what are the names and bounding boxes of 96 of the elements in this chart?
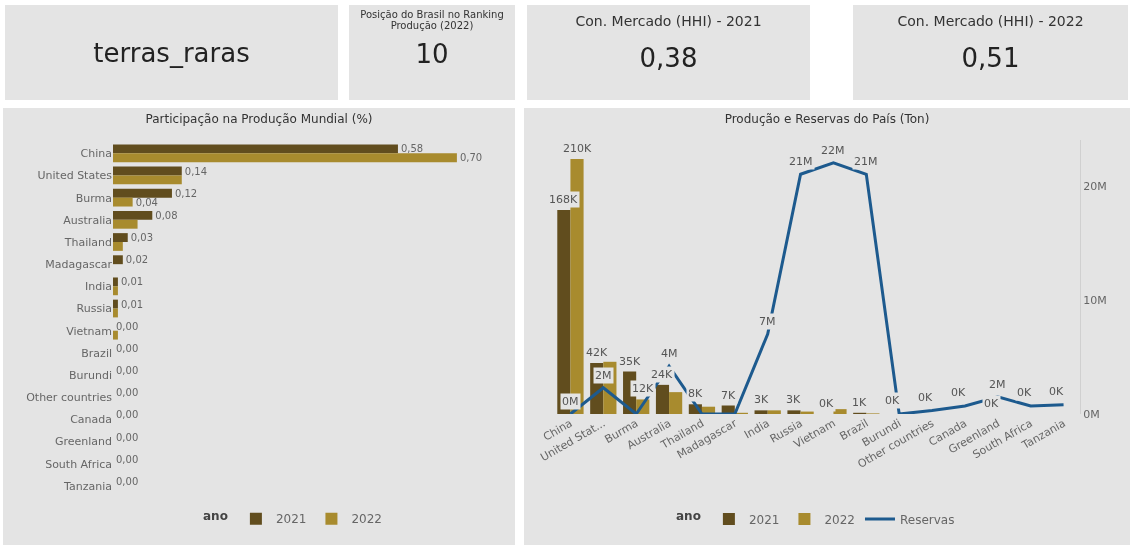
legend-title: ano	[676, 509, 701, 524]
data-label: 0,00	[116, 475, 139, 487]
bar	[113, 210, 153, 220]
y-tick-label: Other countries	[26, 391, 113, 405]
data-label: 0K	[819, 397, 834, 410]
text: Con. Mercado (HHI) - 2022	[896, 13, 1085, 29]
y2-tick-label: 0M	[1083, 407, 1100, 421]
bar	[113, 197, 133, 207]
text: 0,38	[638, 43, 699, 73]
data-label: 0K	[918, 391, 933, 404]
data-label: 0,12	[174, 187, 198, 199]
y-tick-label: Burundi	[68, 368, 112, 382]
data-label: 0,01	[120, 276, 144, 288]
data-label: 0,03	[130, 232, 154, 244]
y-tick-label: Russia	[76, 302, 112, 316]
bar	[113, 175, 182, 185]
data-label: 3K	[754, 393, 769, 406]
bar	[113, 153, 457, 163]
text: 0,51	[960, 43, 1021, 73]
chart-title: Participação na Produção Mundial (%)	[145, 111, 373, 126]
data-label: 0,04	[135, 196, 158, 208]
legend-title: ano	[203, 508, 228, 523]
bar	[754, 410, 768, 414]
data-label: 0K	[984, 397, 999, 410]
data-label: 0,70	[459, 152, 483, 164]
data-label: 2M	[989, 378, 1006, 391]
data-label: 3K	[786, 393, 801, 406]
data-label: 22M	[821, 144, 845, 157]
data-label: 0,00	[116, 431, 139, 443]
y-tick-label: Australia	[63, 213, 112, 227]
data-label: 21M	[789, 155, 813, 168]
data-label: 35K	[619, 355, 641, 368]
y2-tick-label: 20M	[1083, 179, 1107, 193]
text: Posição do Brasil no Ranking Produção (2022)	[359, 9, 505, 31]
text: terras_raras	[5, 5, 338, 100]
bar	[669, 392, 683, 414]
bar	[113, 144, 398, 154]
data-label: 12K	[632, 382, 654, 395]
chart-title: Produção e Reservas do País (Ton)	[724, 111, 930, 126]
bar	[113, 308, 118, 318]
legend-label: 2021	[748, 512, 780, 527]
bar	[113, 255, 123, 265]
y-tick-label: Thailand	[63, 235, 112, 249]
data-label: 0K	[1049, 385, 1064, 398]
data-label: 0,00	[116, 409, 139, 421]
y-tick-label: China	[80, 147, 112, 161]
bar	[113, 188, 172, 198]
bar	[113, 233, 128, 242]
legend-label: 2022	[824, 512, 855, 527]
bar	[113, 277, 118, 287]
data-label: 0,58	[400, 143, 424, 155]
bar	[787, 410, 801, 414]
data-label: 0K	[885, 394, 900, 407]
legend-label: Reservas	[899, 512, 955, 527]
text: 10	[414, 39, 450, 69]
data-label: 8K	[688, 387, 703, 400]
data-label: 0,00	[116, 342, 139, 354]
data-label: 2M	[595, 369, 612, 382]
data-label: 0,08	[155, 209, 178, 221]
bar	[113, 242, 123, 251]
bar	[113, 330, 118, 340]
data-label: 210K	[563, 142, 592, 155]
data-label: 0,00	[116, 365, 139, 377]
data-label: 0K	[1017, 386, 1032, 399]
data-label: 0K	[951, 386, 966, 399]
y-tick-label: Tanzania	[63, 479, 112, 493]
y-tick-label: United States	[37, 169, 113, 183]
data-label: 7M	[759, 315, 776, 328]
data-label: 0M	[562, 395, 579, 408]
data-label: 0,00	[116, 387, 139, 399]
legend-label: 2021	[275, 512, 307, 527]
y-tick-label: Brazil	[81, 346, 112, 360]
bar	[113, 299, 118, 309]
data-label: 0,14	[184, 165, 208, 177]
data-label: 24K	[651, 368, 673, 381]
data-label: 0,00	[116, 320, 139, 332]
y-tick-label: India	[85, 280, 112, 294]
y-tick-label: Burma	[75, 191, 112, 205]
data-label: 21M	[854, 155, 878, 168]
y-tick-label: Vietnam	[66, 324, 112, 338]
data-label: 0,02	[125, 254, 149, 266]
data-label: 4M	[661, 347, 678, 360]
data-label: 0,00	[116, 453, 139, 465]
data-label: 1K	[852, 396, 867, 409]
bar	[113, 219, 138, 229]
text: Con. Mercado (HHI) - 2021	[574, 13, 763, 29]
legend-label: 2022	[351, 512, 382, 527]
y2-tick-label: 10M	[1083, 293, 1107, 307]
data-label: 42K	[586, 346, 608, 359]
data-label: 168K	[549, 193, 578, 206]
bar	[767, 410, 781, 414]
data-label: 0,01	[120, 298, 144, 310]
bar	[113, 166, 182, 176]
bar	[113, 286, 118, 296]
data-label: 7K	[721, 389, 736, 402]
y-tick-label: Madagascar	[45, 258, 113, 272]
